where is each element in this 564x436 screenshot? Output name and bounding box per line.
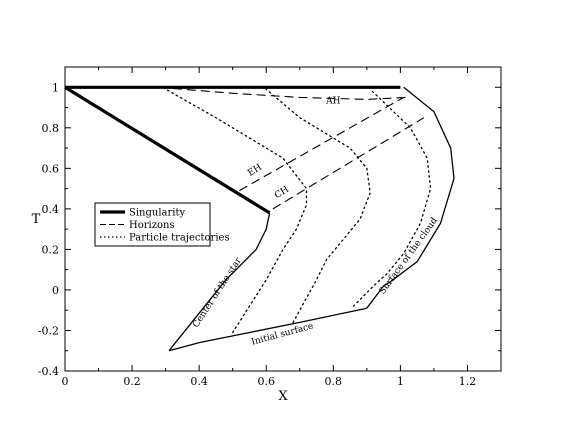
- x-tick-label: 1: [397, 375, 404, 388]
- series-horizon-ah: [158, 86, 408, 100]
- series-horizon-ch: [272, 117, 425, 210]
- annotation-label: AH: [325, 96, 340, 106]
- x-tick-label: 0.4: [190, 375, 208, 388]
- y-tick-label: 0: [52, 284, 59, 297]
- y-tick-label: 0.4: [42, 203, 60, 216]
- y-axis-label: T: [32, 212, 41, 227]
- y-tick-label: -0.4: [38, 365, 59, 378]
- y-tick-label: 1: [52, 81, 59, 94]
- legend-label: Horizons: [129, 220, 175, 231]
- y-tick-label: 0.8: [42, 122, 60, 135]
- y-tick-label: 0.6: [42, 162, 60, 175]
- legend-label: Singularity: [129, 208, 185, 219]
- x-tick-label: 0: [62, 375, 69, 388]
- y-tick-label: -0.2: [38, 324, 59, 337]
- annotation-label: CH: [273, 185, 291, 201]
- series-surface-of-cloud: [366, 86, 455, 309]
- axis-ticks: 0 0.2 0.4 0.6 0.8 1 1.2 -0.4 -0.2 0 0.2 0.4 0.6 0.8 1: [38, 67, 501, 388]
- plot-marks: [64, 85, 455, 352]
- x-tick-label: 0.8: [325, 375, 343, 388]
- series-trajectory-1: [161, 86, 308, 334]
- series-trajectory-2: [265, 88, 371, 324]
- annotation-label: EH: [246, 163, 264, 179]
- series-trajectory-3: [352, 88, 432, 307]
- legend-label: Particle trajectories: [129, 233, 230, 244]
- x-tick-label: 1.2: [459, 375, 477, 388]
- series-horizon-eh: [239, 96, 404, 192]
- plot-frame: [64, 66, 502, 372]
- x-tick-label: 0.6: [257, 375, 275, 388]
- annotation-label: Surface of the cloud: [378, 216, 440, 297]
- series-center-of-star: [168, 212, 271, 352]
- series-singularity-diag: [64, 85, 271, 215]
- y-tick-label: 0.2: [42, 243, 60, 256]
- x-tick-label: 0.2: [123, 375, 141, 388]
- series-initial-surface: [168, 307, 367, 352]
- x-axis-label: X: [278, 389, 288, 404]
- annotation-label: Center of the star: [191, 256, 244, 330]
